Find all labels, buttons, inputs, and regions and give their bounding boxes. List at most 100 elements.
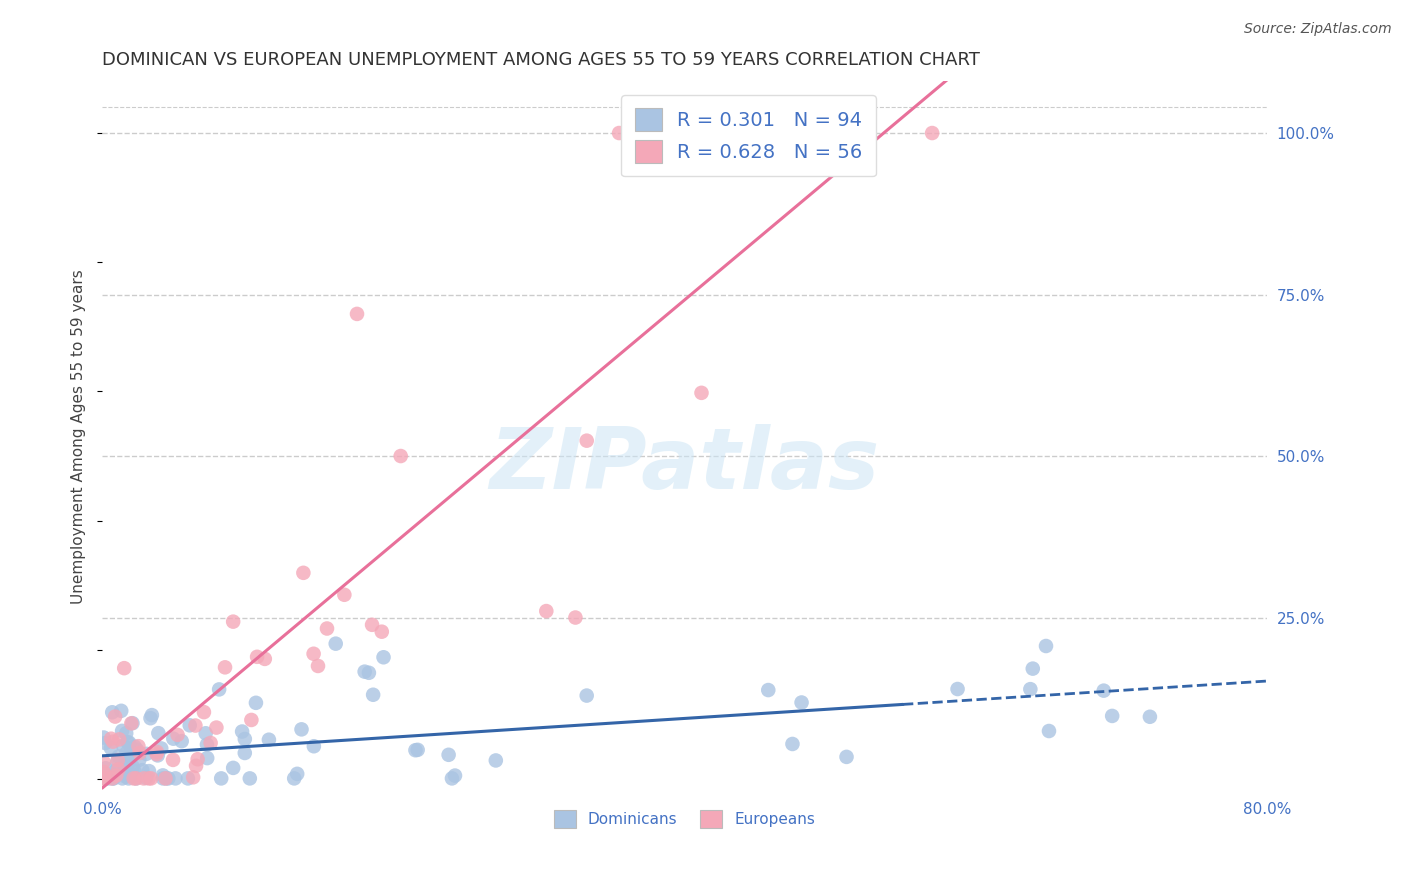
Point bbox=[187, 752, 209, 766]
Point bbox=[107, 763, 129, 777]
Point bbox=[155, 772, 177, 786]
Point bbox=[316, 622, 339, 636]
Point bbox=[209, 772, 232, 786]
Point bbox=[193, 705, 215, 719]
Text: Source: ZipAtlas.com: Source: ZipAtlas.com bbox=[1244, 22, 1392, 37]
Point bbox=[246, 649, 269, 664]
Point bbox=[346, 307, 368, 321]
Point bbox=[1035, 639, 1057, 653]
Point bbox=[111, 772, 134, 786]
Point bbox=[114, 756, 136, 771]
Point bbox=[97, 772, 120, 786]
Point bbox=[233, 731, 256, 746]
Point bbox=[110, 704, 132, 718]
Point bbox=[138, 772, 160, 786]
Point bbox=[353, 665, 375, 679]
Point bbox=[946, 681, 969, 696]
Point bbox=[93, 731, 115, 745]
Point bbox=[835, 750, 858, 764]
Point bbox=[93, 767, 115, 781]
Point bbox=[150, 741, 173, 756]
Point bbox=[361, 617, 384, 632]
Point bbox=[184, 718, 207, 732]
Point bbox=[146, 745, 169, 759]
Point bbox=[1139, 710, 1161, 724]
Point bbox=[166, 728, 188, 742]
Point bbox=[145, 747, 167, 761]
Point bbox=[170, 734, 193, 748]
Point bbox=[245, 696, 267, 710]
Y-axis label: Unemployment Among Ages 55 to 59 years: Unemployment Among Ages 55 to 59 years bbox=[72, 269, 86, 604]
Point bbox=[1092, 683, 1115, 698]
Point bbox=[177, 772, 200, 786]
Point bbox=[155, 772, 177, 786]
Point bbox=[283, 772, 305, 786]
Point bbox=[162, 731, 184, 746]
Point bbox=[107, 753, 129, 767]
Point bbox=[120, 716, 142, 731]
Point bbox=[127, 739, 149, 754]
Point bbox=[112, 661, 135, 675]
Point bbox=[152, 772, 174, 786]
Point bbox=[124, 739, 146, 754]
Point bbox=[122, 772, 145, 786]
Point bbox=[790, 696, 813, 710]
Point bbox=[141, 772, 163, 786]
Point bbox=[536, 604, 558, 618]
Point bbox=[233, 746, 256, 760]
Point bbox=[148, 726, 170, 740]
Point bbox=[239, 772, 262, 786]
Point bbox=[290, 723, 312, 737]
Point bbox=[152, 768, 174, 782]
Point bbox=[222, 615, 245, 629]
Point bbox=[333, 588, 356, 602]
Point bbox=[111, 723, 134, 738]
Point bbox=[222, 761, 245, 775]
Text: ZIPatlas: ZIPatlas bbox=[489, 424, 880, 507]
Point bbox=[195, 738, 218, 752]
Point bbox=[404, 743, 426, 757]
Point bbox=[128, 746, 150, 760]
Point bbox=[666, 126, 689, 140]
Point bbox=[101, 734, 124, 748]
Point bbox=[117, 756, 139, 770]
Point bbox=[302, 739, 325, 754]
Point bbox=[135, 747, 157, 761]
Point bbox=[240, 713, 263, 727]
Point bbox=[94, 761, 117, 775]
Point bbox=[108, 732, 131, 747]
Point bbox=[128, 753, 150, 767]
Point bbox=[302, 647, 325, 661]
Point bbox=[564, 610, 586, 624]
Point bbox=[124, 764, 146, 779]
Point bbox=[406, 743, 429, 757]
Point bbox=[361, 688, 384, 702]
Point bbox=[141, 708, 163, 723]
Point bbox=[118, 749, 141, 764]
Point bbox=[285, 767, 308, 781]
Point bbox=[125, 742, 148, 756]
Point bbox=[205, 721, 228, 735]
Point bbox=[637, 126, 659, 140]
Point bbox=[1022, 662, 1045, 676]
Point bbox=[575, 434, 598, 448]
Point bbox=[357, 665, 380, 680]
Point bbox=[179, 718, 201, 732]
Point bbox=[93, 764, 115, 779]
Point bbox=[1019, 682, 1042, 697]
Point bbox=[101, 772, 124, 786]
Point bbox=[195, 751, 218, 765]
Point bbox=[100, 731, 122, 746]
Point bbox=[107, 749, 129, 764]
Point bbox=[389, 449, 412, 463]
Point bbox=[93, 772, 115, 786]
Text: DOMINICAN VS EUROPEAN UNEMPLOYMENT AMONG AGES 55 TO 59 YEARS CORRELATION CHART: DOMINICAN VS EUROPEAN UNEMPLOYMENT AMONG… bbox=[103, 51, 980, 69]
Point bbox=[200, 736, 222, 750]
Point bbox=[1101, 709, 1123, 723]
Point bbox=[575, 689, 598, 703]
Point bbox=[444, 768, 467, 782]
Point bbox=[105, 768, 128, 782]
Point bbox=[208, 682, 231, 697]
Point bbox=[253, 652, 276, 666]
Point bbox=[138, 764, 160, 778]
